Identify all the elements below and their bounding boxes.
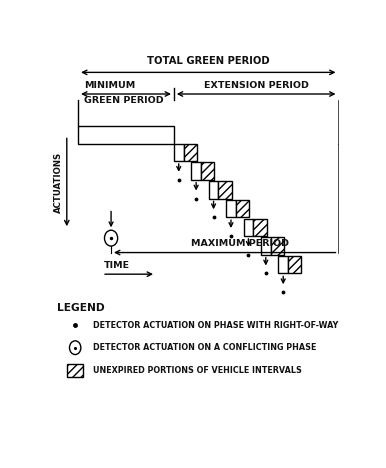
Bar bbox=[226, 200, 236, 217]
Bar bbox=[218, 181, 232, 198]
Bar bbox=[67, 364, 83, 377]
Bar bbox=[288, 256, 301, 273]
Bar bbox=[271, 237, 284, 255]
Bar bbox=[174, 144, 184, 161]
Bar bbox=[184, 144, 197, 161]
Bar bbox=[201, 162, 214, 180]
Bar bbox=[244, 219, 253, 236]
Text: MINIMUM: MINIMUM bbox=[84, 80, 135, 90]
Bar bbox=[236, 200, 249, 217]
Text: EXTENSION PERIOD: EXTENSION PERIOD bbox=[204, 80, 308, 90]
Bar bbox=[209, 181, 218, 198]
Text: DETECTOR ACTUATION ON PHASE WITH RIGHT-OF-WAY: DETECTOR ACTUATION ON PHASE WITH RIGHT-O… bbox=[93, 321, 339, 330]
Text: MAXIMUM PERIOD: MAXIMUM PERIOD bbox=[191, 239, 289, 248]
Text: TOTAL GREEN PERIOD: TOTAL GREEN PERIOD bbox=[147, 56, 269, 66]
Circle shape bbox=[105, 230, 118, 246]
Text: LEGEND: LEGEND bbox=[57, 303, 105, 313]
Bar bbox=[278, 256, 288, 273]
Bar bbox=[78, 126, 174, 144]
Bar bbox=[191, 162, 201, 180]
Text: DETECTOR ACTUATION ON A CONFLICTING PHASE: DETECTOR ACTUATION ON A CONFLICTING PHAS… bbox=[93, 343, 317, 352]
Text: GREEN PERIOD: GREEN PERIOD bbox=[84, 96, 164, 105]
Bar bbox=[253, 219, 267, 236]
Circle shape bbox=[69, 341, 81, 355]
Text: TIME: TIME bbox=[103, 261, 130, 270]
Text: ACTUATIONS: ACTUATIONS bbox=[54, 152, 63, 213]
Bar bbox=[261, 237, 271, 255]
Text: UNEXPIRED PORTIONS OF VEHICLE INTERVALS: UNEXPIRED PORTIONS OF VEHICLE INTERVALS bbox=[93, 366, 302, 374]
